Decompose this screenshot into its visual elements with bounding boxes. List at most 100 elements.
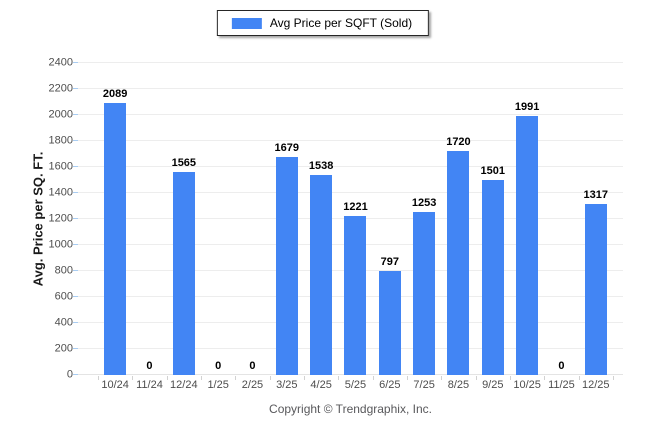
bar [584,203,607,375]
y-tick [73,62,78,63]
bar-value-label: 1538 [308,160,334,173]
y-tick-label: 2400 [48,56,73,69]
x-tick [269,376,271,380]
bar-slot: 0 [132,63,166,375]
bar-value-label: 1221 [343,201,368,214]
x-tick [132,376,134,380]
y-tick [73,140,78,141]
bar-slot: 0 [201,63,235,375]
y-tick [73,322,78,323]
legend: Avg Price per SQFT (Sold) [216,10,430,36]
x-tick [338,376,340,380]
bar-slot: 1253 [407,63,441,375]
y-tick-label: 2200 [48,82,73,95]
gridline [78,88,623,89]
x-tick-label: 1/25 [207,379,229,391]
x-tick [544,376,546,380]
bar-slot: 2089 [98,63,132,375]
x-tick-label: 4/25 [310,379,332,391]
x-tick [475,376,477,380]
bar [516,116,539,375]
bar [310,175,333,375]
bar [275,156,298,375]
y-tick [73,296,78,297]
y-tick [73,114,78,115]
gridline [78,192,623,193]
bar-slot: 1991 [510,63,544,375]
y-tick-label: 0 [66,368,73,381]
y-tick [73,166,78,167]
bar [413,212,436,375]
y-tick-label: 200 [54,342,73,355]
bar [447,151,470,375]
y-tick [73,218,78,219]
bar [344,216,367,375]
bar-slot: 1538 [304,63,338,375]
bar-slot: 1565 [167,63,201,375]
x-tick-label: 11/24 [136,379,163,391]
x-tick [510,376,511,380]
x-tick [613,376,614,380]
bar-value-label: 2089 [102,88,128,101]
bar-slot: 1720 [441,63,475,375]
bar-value-label: 1720 [446,136,471,149]
y-tick-label: 1200 [48,212,73,225]
bar-slot: 797 [373,63,407,375]
bar-value-label: 0 [249,360,256,372]
bars-row: 2089 0 1565 0 0 1679 1538 1221 797 1253 1720 1501 19… [98,63,613,375]
bar-value-label: 0 [558,360,565,372]
gridline [78,166,623,167]
y-tick [73,270,78,271]
x-tick-label: 10/25 [513,379,541,391]
x-tick [304,376,305,380]
y-tick [73,192,78,193]
x-tick-label: 12/24 [170,379,198,391]
x-tick-label: 7/25 [413,379,435,391]
legend-label: Avg Price per SQFT (Sold) [269,16,413,30]
x-tick [441,376,443,380]
y-tick-label: 1000 [48,238,73,251]
x-tick-label: 10/24 [101,379,129,391]
bar [104,103,127,375]
bar-value-label: 1501 [480,164,506,177]
bar-value-label: 1991 [514,101,540,114]
legend-swatch [231,17,262,29]
y-tick-label: 1400 [48,186,73,199]
x-tick [201,376,202,380]
x-tick-label: 2/25 [241,379,264,391]
x-tick [407,376,408,380]
bar-slot: 1317 [579,63,613,375]
x-tick [372,376,374,380]
x-tick-label: 6/25 [379,379,401,391]
x-tick-label: 11/25 [548,379,575,391]
gridline [78,140,623,141]
x-axis-labels: 10/24 11/24 12/24 1/25 2/25 3/25 4/25 5/25 6/25 7… [98,379,613,391]
y-tick-label: 400 [54,316,73,329]
y-axis-labels: 0 200 400 600 800 1000 1200 1400 1600 1800 2000 220… [0,57,73,380]
x-tick [98,376,99,380]
y-tick-label: 600 [54,290,73,303]
bar-slot: 1501 [476,63,510,375]
bar-value-label: 1253 [411,197,437,210]
bar-value-label: 797 [380,256,399,269]
x-tick [578,376,580,380]
gridline [78,62,623,63]
bar-slot: 0 [544,63,578,375]
x-tick-label: 8/25 [447,379,470,391]
copyright: Copyright © Trendgraphix, Inc. [269,402,432,416]
x-tick-label: 12/25 [581,379,610,391]
x-tick [235,376,237,380]
bar-value-label: 0 [215,360,222,372]
y-tick-label: 800 [54,264,73,277]
y-tick-label: 2000 [48,108,73,121]
y-tick-label: 1600 [48,160,73,173]
bar-value-label: 1565 [171,156,197,169]
bar-slot: 1221 [338,63,372,375]
y-tick [73,374,78,375]
x-tick-label: 9/25 [482,379,504,391]
x-tick-label: 3/25 [276,379,298,391]
x-tick-label: 5/25 [344,379,367,391]
bar-value-label: 0 [146,360,153,372]
gridline [78,114,623,115]
